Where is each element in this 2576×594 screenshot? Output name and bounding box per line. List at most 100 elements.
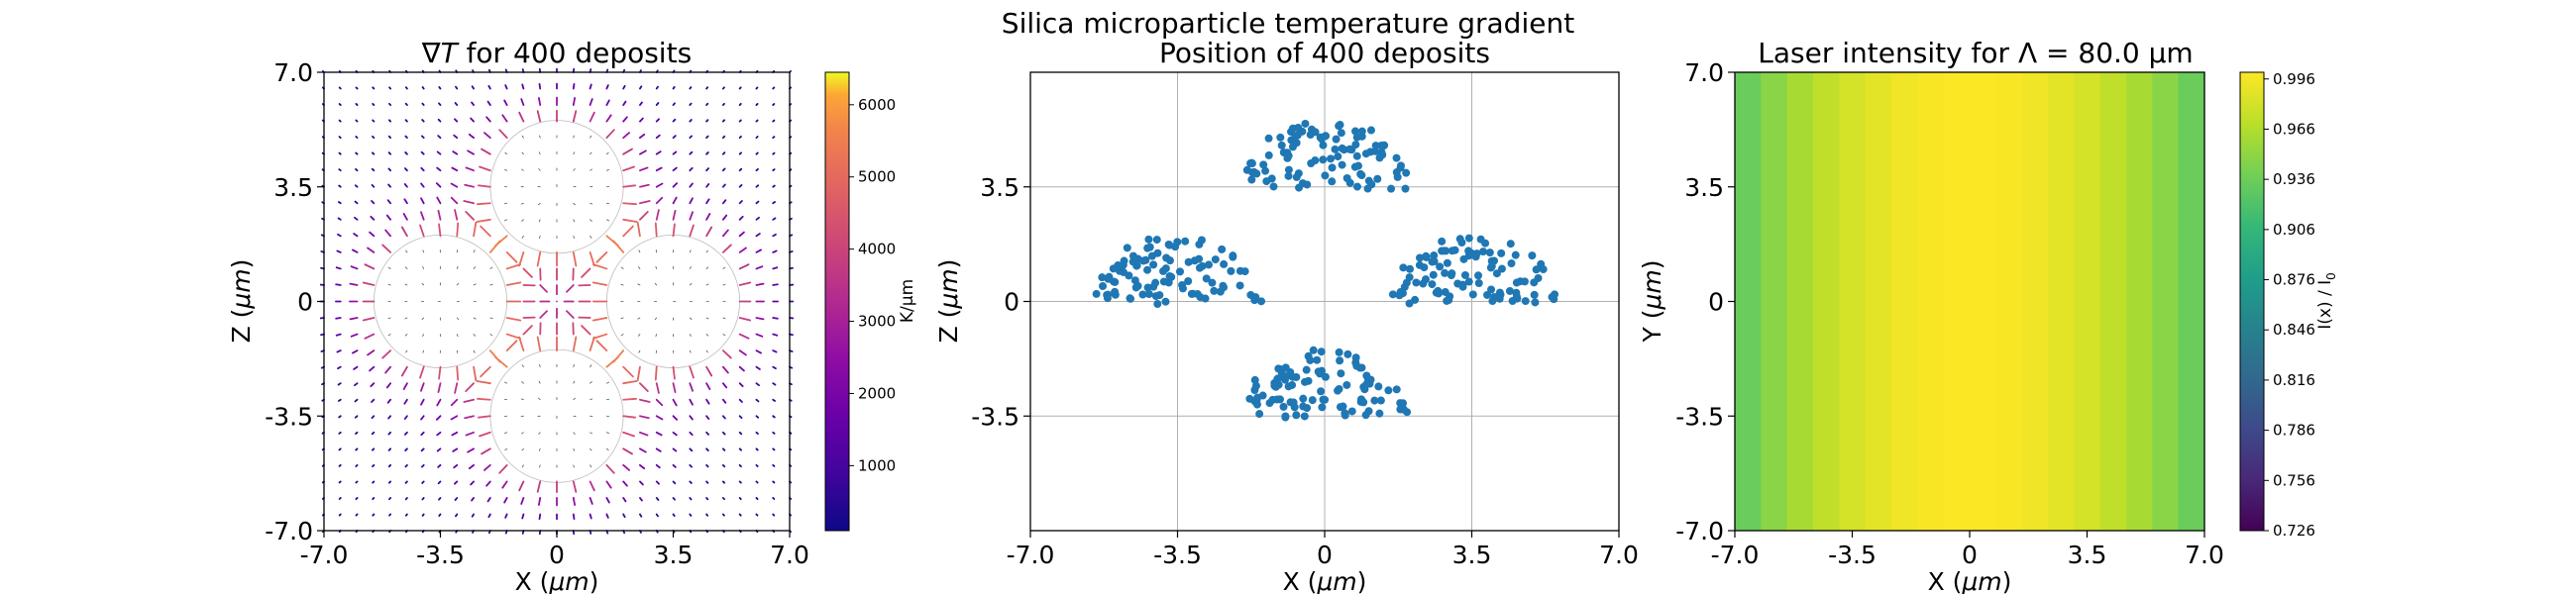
intensity-strip: [2126, 72, 2153, 531]
gradient-colorbar-label: K/μm: [898, 279, 917, 323]
gradient-arrow: [721, 513, 725, 517]
gradient-arrow: [371, 167, 376, 172]
gradient-arrow: [463, 200, 475, 205]
gradient-arrow: [721, 86, 725, 90]
gradient-arrow: [772, 365, 777, 370]
gradient-arrow: [755, 216, 760, 221]
gradient-arrow: [505, 317, 522, 322]
gradient-arrow: [494, 235, 508, 248]
gradient-arrow: [355, 86, 359, 90]
gradient-arrow: [573, 380, 576, 384]
deposit-point: [1353, 161, 1362, 170]
deposit-point: [1252, 395, 1261, 404]
gradient-arrow: [464, 415, 475, 420]
gradient-arrow: [539, 363, 541, 368]
gradient-arrow: [738, 247, 747, 253]
gradient-arrow: [450, 182, 459, 188]
deposits-panel-title: Position of 400 deposits: [1159, 37, 1490, 69]
gradient-arrow: [420, 182, 425, 188]
x-tick-label: 7.0: [1599, 541, 1639, 569]
deposit-point: [1289, 398, 1298, 407]
gradient-arrow: [689, 119, 693, 123]
gradient-arrow: [436, 166, 442, 172]
gradient-arrow: [501, 114, 508, 123]
deposit-point: [1316, 369, 1325, 378]
gradient-arrow: [738, 167, 743, 172]
gradient-arrow: [705, 365, 713, 377]
gradient-arrow: [772, 463, 776, 467]
deposit-point: [1537, 259, 1546, 268]
deposit-point: [1251, 293, 1260, 302]
deposit-point: [1366, 126, 1375, 135]
deposit-point: [1126, 294, 1134, 303]
gradient-arrow: [622, 84, 626, 90]
gradient-arrow: [403, 183, 408, 188]
gradient-arrow: [622, 225, 634, 238]
gradient-arrow: [672, 150, 678, 155]
gradient-arrow: [672, 431, 678, 437]
colorbar-tick-label: 0.966: [2273, 120, 2315, 138]
gradient-arrow: [520, 497, 525, 505]
gradient-arrow: [738, 86, 742, 90]
gradient-arrow: [622, 463, 630, 471]
gradient-arrow: [355, 167, 359, 172]
intensity-strip: [1917, 72, 1945, 531]
deposit-point: [1262, 177, 1271, 186]
gradient-arrow: [355, 136, 359, 140]
gradient-arrow: [589, 336, 595, 352]
gradient-arrow: [454, 209, 459, 221]
deposit-point: [1416, 253, 1425, 262]
gradient-arrow: [471, 101, 475, 106]
deposit-point: [1460, 270, 1469, 279]
gradient-arrow: [420, 398, 425, 406]
gradient-arrow: [364, 333, 376, 340]
gradient-arrow: [336, 349, 342, 353]
gradient-arrow: [471, 85, 475, 90]
gradient-arrow: [518, 111, 525, 123]
gradient-arrow: [539, 310, 548, 319]
gradient-arrow: [387, 334, 391, 337]
deposit-point: [1276, 133, 1285, 142]
gradient-arrow: [518, 336, 525, 352]
deposit-point: [1464, 277, 1473, 286]
gradient-arrow: [538, 397, 541, 401]
deposit-point: [1181, 237, 1190, 246]
deposit-point: [1337, 129, 1345, 138]
gradient-arrow: [520, 398, 524, 401]
gradient-arrow: [536, 336, 542, 352]
gradient-arrow: [755, 398, 760, 403]
gradient-arrow: [605, 99, 610, 106]
deposit-point: [1301, 119, 1310, 128]
gradient-arrow: [405, 249, 408, 253]
gradient-arrow: [353, 233, 359, 238]
deposit-point: [1132, 261, 1141, 270]
deposit-point: [1335, 347, 1343, 356]
gradient-arrow: [590, 464, 592, 468]
gradient-arrow: [421, 102, 425, 106]
gradient-arrow: [772, 151, 776, 155]
deposit-point: [1318, 403, 1327, 412]
y-tick-label: 7.0: [1684, 58, 1724, 87]
gradient-arrow: [672, 118, 677, 123]
intensity-colorbar-ticks: 0.726 0.756 0.786 0.816 0.846 0.876 0.906 0.936…: [2264, 70, 2315, 540]
gradient-arrow: [622, 513, 626, 519]
gradient-arrow: [338, 497, 342, 500]
gradient-arrow: [367, 349, 376, 356]
gradient-arrow: [371, 415, 376, 419]
deposit-point: [1277, 141, 1286, 149]
deposit-point: [1458, 280, 1467, 289]
gradient-arrow: [721, 365, 729, 374]
gradient-arrow: [772, 382, 777, 386]
gradient-arrow: [655, 497, 660, 501]
deposit-point: [1321, 395, 1330, 404]
gradient-arrow: [387, 480, 392, 484]
gradient-arrow: [738, 513, 742, 517]
gradient-arrow: [755, 497, 759, 500]
gradient-arrow: [721, 119, 726, 123]
deposit-point: [1530, 278, 1539, 287]
gradient-arrow: [639, 166, 649, 172]
gradient-arrow: [689, 317, 693, 320]
gradient-arrow: [489, 266, 493, 269]
gradient-arrow: [538, 219, 541, 223]
gradient-arrow: [468, 133, 475, 140]
